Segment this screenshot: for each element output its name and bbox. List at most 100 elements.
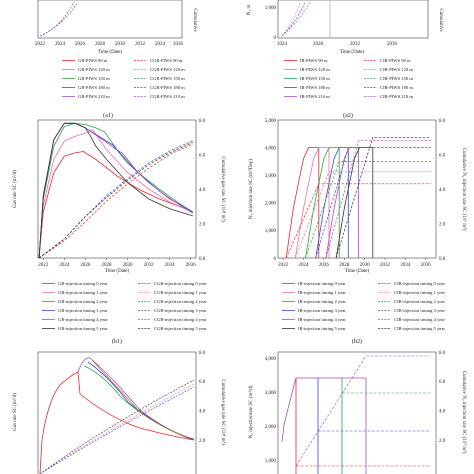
series-line bbox=[38, 129, 193, 259]
series-line bbox=[294, 171, 431, 259]
y-tick-label: 4.0 bbox=[439, 188, 446, 193]
legend-entry: IR-injection timing 2 year bbox=[298, 299, 346, 304]
plot-frame bbox=[37, 0, 183, 39]
y-tick-label: 2,000 bbox=[265, 202, 277, 207]
legend-entry: CIR-injection timing 3 year bbox=[394, 308, 445, 313]
plot-frame bbox=[37, 119, 197, 259]
legend-entry: CGR-injection timing 5 year bbox=[154, 326, 207, 331]
legend-entry: GR-PIWS 180 m bbox=[78, 85, 110, 90]
left-axis-label: Gas rate SC (m³/d) bbox=[12, 170, 18, 208]
right-axis-label: Cumulative gas rate SC (10⁸ m³) bbox=[220, 379, 226, 445]
legend-entry: CIR-injection timing 5 year bbox=[394, 326, 445, 331]
legend-entry: GR-injection timing 1 year bbox=[58, 290, 108, 295]
x-tick-label: 2032 bbox=[380, 263, 391, 268]
y-tick-label: 2.0 bbox=[199, 439, 206, 444]
legend-entry: CIR-injection timing 4 year bbox=[394, 317, 445, 322]
x-tick-label: 2024 bbox=[277, 42, 288, 47]
x-ticks: 2022 2024 2026 2028 2030 2032 2034 2036 bbox=[38, 258, 196, 268]
x-axis-label: Time (Date) bbox=[340, 50, 365, 55]
series-line bbox=[335, 147, 374, 259]
series-line bbox=[38, 143, 193, 259]
y-tick-label: 6.0 bbox=[199, 153, 206, 158]
x-tick-label: 2032 bbox=[144, 263, 155, 268]
c1-rate-olive bbox=[91, 359, 195, 440]
x-tick-label: 2034 bbox=[165, 263, 176, 268]
x-tick-label: 2030 bbox=[115, 42, 126, 47]
y-tick-label: 4,000 bbox=[265, 357, 277, 362]
x-tick-label: 2024 bbox=[59, 263, 70, 268]
x-tick-label: 2036 bbox=[186, 263, 197, 268]
series-line bbox=[38, 142, 193, 259]
x-tick-label: 2036 bbox=[421, 263, 432, 268]
y-ticks-right: 2.0 4.0 6.0 8.0 bbox=[199, 351, 206, 444]
y-tick-label: 0 bbox=[274, 257, 277, 262]
legend-entry: CGR-PIWS 90 m bbox=[150, 58, 183, 63]
legend-entry: GR-injection timing 5 year bbox=[58, 326, 108, 331]
legend-entry: CIR-PIWS 210 m bbox=[380, 94, 413, 99]
legend-entry: GR-injection timing 3 year bbox=[58, 308, 108, 313]
legend-entry: CGR-PIWS 120 m bbox=[150, 67, 185, 72]
x-tick-label: 2036 bbox=[173, 42, 184, 47]
x-tick-label: 2028 bbox=[339, 263, 350, 268]
legend-entry: CGR-PIWS 210 m bbox=[150, 94, 185, 99]
legend: GR-injection timing 0 year CGR-injection … bbox=[42, 281, 207, 331]
y-tick-label: 2.0 bbox=[199, 222, 206, 227]
plot-frame bbox=[37, 351, 197, 474]
x-tick-label: 2032 bbox=[350, 42, 361, 47]
a2-cumulative-curves bbox=[281, 1, 301, 37]
panel-c1: Gas rate SC (m³/d) Cumulative gas rate S… bbox=[12, 351, 226, 474]
left-axis-label: N₂ injection rate SC (m³/Day) bbox=[248, 159, 254, 219]
legend-entry: IR-injection timing 4 year bbox=[298, 317, 346, 322]
panel-caption: (b2) bbox=[352, 338, 362, 345]
series-group bbox=[38, 122, 194, 259]
panel-caption: (a2) bbox=[343, 112, 353, 119]
legend-entry: IR-PIWS 120 m bbox=[300, 67, 330, 72]
legend-entry: IR-injection timing 3 year bbox=[298, 308, 346, 313]
legend-entry: CGR-injection timing 1 year bbox=[154, 290, 207, 295]
x-tick-label: 2022 bbox=[38, 263, 49, 268]
x-tick-label: 2026 bbox=[75, 42, 86, 47]
legend-entry: IR-injection timing 0 year bbox=[298, 281, 346, 286]
y-tick-label: 6.0 bbox=[439, 380, 446, 385]
legend-entry: CIR-injection timing 0 year bbox=[394, 281, 445, 286]
legend-entry: IR-PIWS 90 m bbox=[300, 58, 328, 63]
legend-entry: IR-PIWS 210 m bbox=[300, 94, 330, 99]
legend-entry: IR-injection timing 5 year bbox=[298, 326, 346, 331]
series-line bbox=[335, 136, 431, 259]
x-axis-label: Time (Date) bbox=[345, 269, 370, 274]
right-axis-label: Cumulative bbox=[438, 8, 443, 32]
right-axis-label: Cumulative N₂ injection rate SC (10⁷ m³) bbox=[461, 371, 467, 454]
legend-entry: IR-injection timing 1 year bbox=[298, 290, 346, 295]
panel-b2: 2022 2024 2026 2028 2030 2032 2034 2036 5,000 4,… bbox=[248, 119, 467, 345]
x-ticks: 2022 2024 2026 2028 2030 2032 2034 2036 bbox=[278, 258, 431, 268]
x-tick-label: 2030 bbox=[123, 263, 134, 268]
legend: IR-injection timing 0 year CIR-injection … bbox=[282, 281, 445, 331]
panel-b1: 2022 2024 2026 2028 2030 2032 2034 2036 0.0 2.0 4… bbox=[12, 119, 226, 345]
x-tick-label: 2036 bbox=[387, 42, 398, 47]
legend-entry: IR-PIWS 150 m bbox=[300, 76, 330, 81]
right-axis-label: Cumulative N₂ injection rate SC (10⁷ m³) bbox=[461, 148, 467, 231]
y-tick-label: 8.0 bbox=[439, 351, 446, 356]
series-line bbox=[38, 151, 193, 259]
panel-c2: N₂ injectionrate SC (m³/d) Cumulative N₂… bbox=[248, 351, 467, 474]
legend-entry: IR-PIWS 180 m bbox=[300, 85, 330, 90]
x-tick-label: 2028 bbox=[95, 42, 106, 47]
x-axis-label: Time (Date) bbox=[98, 50, 123, 55]
y-ticks-right: 0.0 2.0 4.0 6.0 8.0 bbox=[199, 119, 206, 262]
x-tick-label: 2026 bbox=[80, 263, 91, 268]
c1-rate-rise bbox=[39, 371, 79, 474]
y-tick-label: 3,000 bbox=[265, 174, 277, 179]
y-tick-label: 0.0 bbox=[199, 257, 206, 262]
panel-caption: (b1) bbox=[112, 338, 122, 345]
legend-entry: GR-injection timing 2 year bbox=[58, 299, 108, 304]
series-line bbox=[315, 147, 349, 259]
plot-frame bbox=[277, 351, 437, 474]
y-tick-label: 3,000 bbox=[265, 391, 277, 396]
x-tick-label: 2024 bbox=[55, 42, 66, 47]
y-tick-label: 0.0 bbox=[439, 257, 446, 262]
legend-entry: CIR-PIWS 180 m bbox=[380, 85, 413, 90]
legend-entry: GR-PIWS 90 m bbox=[78, 58, 108, 63]
y-tick-label: 2,000 bbox=[265, 425, 277, 430]
y-tick-label: 8.0 bbox=[199, 119, 206, 124]
y-tick-label: 5,000 bbox=[265, 119, 277, 124]
